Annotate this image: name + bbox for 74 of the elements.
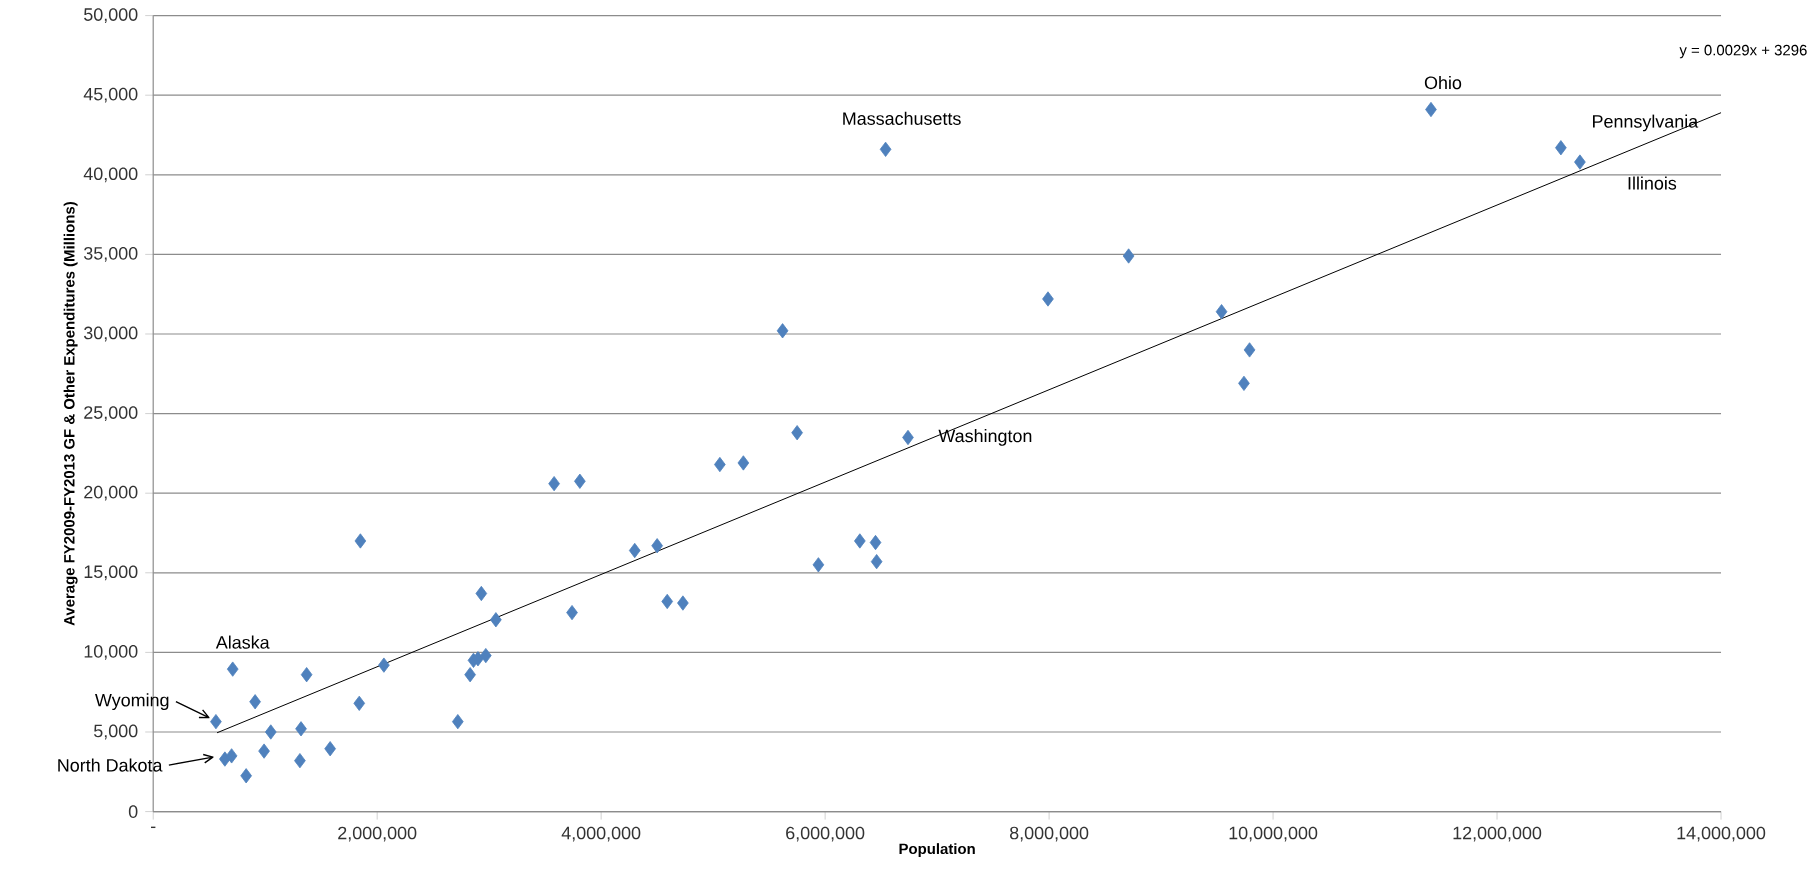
point — [1555, 140, 1567, 156]
x-axis-title: Population — [899, 843, 975, 858]
point — [249, 694, 261, 710]
point — [1574, 154, 1586, 170]
point — [225, 748, 238, 764]
annotation: Illinois — [1628, 176, 1677, 190]
y-axis-title: Average FY2009-FY2013 GF & Other Expenditures (Millions) — [63, 202, 78, 626]
annotation: North Dakota — [58, 758, 163, 772]
point — [353, 695, 366, 711]
point — [812, 557, 825, 573]
point — [879, 141, 892, 157]
point — [475, 585, 488, 602]
point — [226, 661, 239, 677]
point — [574, 473, 586, 489]
point — [378, 657, 390, 673]
point — [1215, 304, 1228, 320]
point — [651, 538, 663, 554]
point — [295, 721, 307, 737]
annotation: Alaska — [215, 635, 270, 649]
point — [452, 714, 464, 730]
y-tick-label: 30,000 — [84, 326, 138, 342]
point — [294, 753, 306, 769]
point — [1238, 375, 1250, 391]
point — [240, 768, 252, 784]
y-tick-label: 5,000 — [94, 724, 138, 740]
x-tick-label: 8,000,000 — [1009, 826, 1089, 842]
y-tick-label: 0 — [128, 805, 138, 818]
point — [354, 533, 367, 549]
x-tick-label: 2,000,000 — [338, 826, 417, 842]
point — [791, 425, 803, 441]
annotation: Ohio — [1424, 75, 1462, 90]
point — [661, 593, 674, 610]
annotation: Pennsylvania — [1593, 114, 1699, 132]
point — [854, 533, 866, 549]
point — [548, 476, 560, 492]
x-tick-label: - — [151, 826, 156, 829]
point — [1042, 291, 1054, 307]
point — [776, 323, 789, 339]
y-tick-label: 20,000 — [84, 485, 138, 501]
point — [870, 554, 883, 570]
x-tick-label: 14,000,000 — [1677, 826, 1766, 842]
y-tick-label: 35,000 — [84, 246, 138, 262]
x-tick-label: 6,000,000 — [786, 826, 865, 842]
y-tick-label: 45,000 — [83, 87, 138, 103]
point — [1122, 248, 1135, 264]
point — [480, 647, 492, 664]
x-tick-label: 10,000,000 — [1229, 826, 1318, 842]
point — [677, 595, 689, 611]
y-tick-label: 40,000 — [83, 167, 138, 183]
point — [628, 542, 641, 559]
point — [737, 455, 750, 471]
point — [324, 741, 336, 757]
point — [902, 429, 914, 446]
point — [264, 724, 277, 740]
y-tick-label: 15,000 — [84, 565, 138, 581]
point — [714, 456, 726, 473]
y-tick-label: 25,000 — [84, 406, 138, 421]
point — [210, 714, 222, 730]
point — [869, 534, 882, 551]
y-tick-label: 10,000 — [84, 644, 138, 660]
annotation: Massachusetts — [843, 111, 961, 125]
point — [566, 605, 578, 621]
point — [258, 743, 270, 759]
point — [1243, 342, 1256, 358]
point — [464, 667, 476, 683]
x-tick-label: 12,000,000 — [1453, 826, 1542, 842]
point — [490, 612, 502, 628]
x-tick-label: 4,000,000 — [561, 826, 641, 842]
y-tick-label: 50,000 — [84, 8, 138, 23]
annotation: Wyoming — [95, 693, 169, 711]
point — [300, 667, 313, 683]
annotation: Washington — [938, 429, 1032, 446]
annotation: y = 0.0029x + 3296 — [1679, 44, 1807, 59]
point — [1425, 101, 1437, 118]
